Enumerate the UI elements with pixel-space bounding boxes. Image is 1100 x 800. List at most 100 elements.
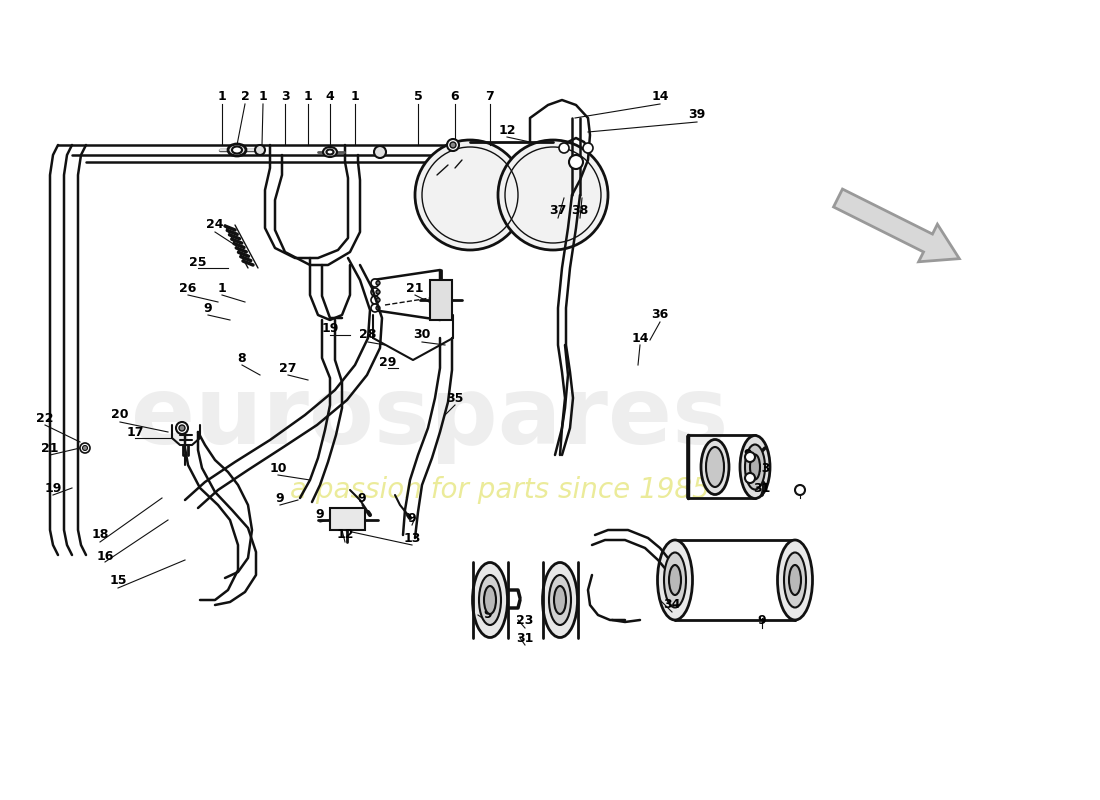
Circle shape — [583, 143, 593, 153]
Text: 23: 23 — [516, 614, 534, 626]
Text: 14: 14 — [651, 90, 669, 103]
Circle shape — [415, 140, 525, 250]
Ellipse shape — [778, 540, 813, 620]
Text: 31: 31 — [754, 482, 771, 494]
Ellipse shape — [745, 445, 764, 490]
Circle shape — [559, 143, 569, 153]
Text: 27: 27 — [279, 362, 297, 374]
Text: a passion for parts since 1985: a passion for parts since 1985 — [290, 476, 710, 504]
Ellipse shape — [701, 439, 729, 494]
Ellipse shape — [554, 586, 566, 614]
Text: 17: 17 — [126, 426, 144, 438]
Circle shape — [569, 155, 583, 169]
Ellipse shape — [542, 562, 578, 638]
Circle shape — [376, 306, 380, 310]
Text: #d0d0d0: #d0d0d0 — [430, 394, 437, 395]
Circle shape — [450, 142, 456, 148]
Ellipse shape — [658, 540, 693, 620]
Ellipse shape — [327, 150, 333, 154]
Text: 31: 31 — [516, 631, 534, 645]
Circle shape — [179, 425, 185, 431]
Text: 21: 21 — [406, 282, 424, 294]
Circle shape — [745, 473, 755, 483]
Ellipse shape — [323, 147, 337, 157]
Ellipse shape — [473, 562, 507, 638]
Text: 25: 25 — [189, 255, 207, 269]
Text: 1: 1 — [351, 90, 360, 103]
Text: 9: 9 — [795, 483, 804, 497]
Text: 13: 13 — [404, 531, 420, 545]
Text: 38: 38 — [571, 203, 588, 217]
Text: 14: 14 — [631, 331, 649, 345]
Text: 9: 9 — [276, 491, 284, 505]
Text: 12: 12 — [337, 529, 354, 542]
Circle shape — [82, 446, 88, 450]
Circle shape — [371, 296, 380, 304]
Text: 37: 37 — [549, 203, 566, 217]
Ellipse shape — [228, 144, 246, 156]
Text: 21: 21 — [42, 442, 58, 454]
Text: 1: 1 — [218, 90, 227, 103]
Ellipse shape — [669, 565, 681, 595]
Text: 35: 35 — [447, 391, 464, 405]
Text: 10: 10 — [270, 462, 287, 474]
Text: 9: 9 — [204, 302, 212, 314]
Circle shape — [795, 485, 805, 495]
Text: 1: 1 — [304, 90, 312, 103]
Ellipse shape — [706, 447, 724, 487]
Text: 18: 18 — [91, 529, 109, 542]
Text: 9: 9 — [744, 449, 752, 462]
Circle shape — [376, 281, 380, 285]
Text: 36: 36 — [651, 309, 669, 322]
Text: 1: 1 — [218, 282, 227, 294]
Text: 4: 4 — [326, 90, 334, 103]
Text: 7: 7 — [485, 90, 494, 103]
FancyBboxPatch shape — [430, 280, 452, 320]
Text: 29: 29 — [379, 355, 397, 369]
Circle shape — [371, 304, 380, 312]
Circle shape — [176, 422, 188, 434]
Text: 9: 9 — [358, 491, 366, 505]
Text: 6: 6 — [451, 90, 460, 103]
Circle shape — [447, 139, 459, 151]
Text: 9: 9 — [408, 511, 416, 525]
FancyArrow shape — [834, 189, 959, 262]
Ellipse shape — [232, 146, 242, 154]
Text: 23: 23 — [754, 462, 771, 474]
Text: 19: 19 — [44, 482, 62, 494]
Text: 24: 24 — [207, 218, 223, 231]
Circle shape — [376, 290, 380, 294]
Text: 16: 16 — [97, 550, 113, 562]
Text: 30: 30 — [414, 329, 431, 342]
Circle shape — [371, 288, 380, 296]
Circle shape — [255, 145, 265, 155]
Ellipse shape — [478, 575, 500, 625]
Text: 20: 20 — [111, 409, 129, 422]
Ellipse shape — [664, 553, 686, 607]
Text: 9: 9 — [758, 614, 767, 626]
Text: 8: 8 — [238, 351, 246, 365]
Text: eurospares: eurospares — [131, 372, 728, 464]
Circle shape — [371, 279, 380, 287]
Text: 9: 9 — [484, 609, 493, 622]
Ellipse shape — [784, 553, 806, 607]
Text: 5: 5 — [414, 90, 422, 103]
Text: 28: 28 — [360, 329, 376, 342]
Ellipse shape — [484, 586, 496, 614]
Circle shape — [374, 146, 386, 158]
Text: 1: 1 — [258, 90, 267, 103]
Text: 34: 34 — [663, 598, 681, 611]
Ellipse shape — [789, 565, 801, 595]
FancyBboxPatch shape — [330, 508, 365, 530]
Circle shape — [80, 443, 90, 453]
Text: 26: 26 — [179, 282, 197, 294]
Text: 2: 2 — [241, 90, 250, 103]
Circle shape — [745, 452, 755, 462]
Text: 15: 15 — [109, 574, 126, 586]
Circle shape — [498, 140, 608, 250]
Text: 19: 19 — [321, 322, 339, 334]
Circle shape — [376, 298, 380, 302]
Ellipse shape — [740, 435, 770, 498]
Text: 9: 9 — [316, 509, 324, 522]
Text: 39: 39 — [689, 109, 705, 122]
